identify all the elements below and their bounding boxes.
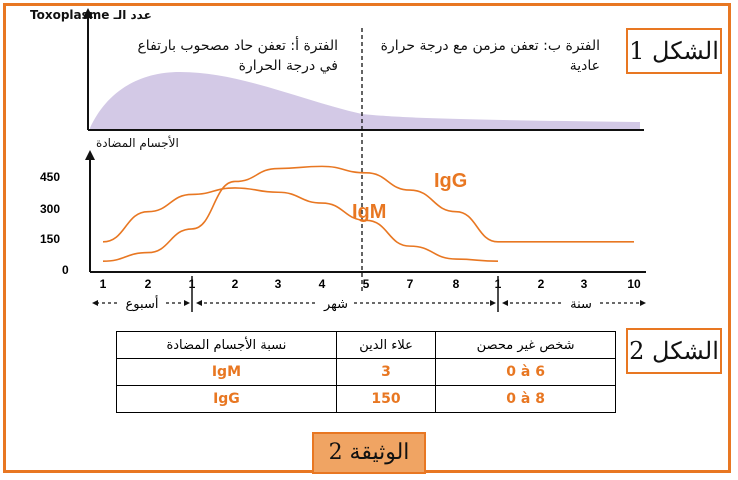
figure1-label: الشكل 1 (626, 28, 722, 74)
x-tick-label: 8 (453, 277, 460, 291)
period-arrowheads (92, 300, 646, 306)
x-tick-labels: 12123457812310 (100, 277, 641, 291)
x-tick-label: 5 (363, 277, 370, 291)
x-tick-label: 4 (319, 277, 326, 291)
unit-month: شهر (323, 297, 348, 312)
x-tick-label: 2 (145, 277, 152, 291)
table-row: IgM 3 0 à 6 (116, 358, 616, 386)
table-cell: 0 à 8 (435, 385, 616, 413)
igg-label: IgG (434, 170, 467, 192)
phase-a-text: الفترة أ: تعفن حاد مصحوب بارتفاع في درجة… (137, 38, 338, 74)
y-tick-150: 150 (40, 232, 60, 246)
graph2-y-arrow (85, 150, 95, 160)
y-tick-300: 300 (40, 202, 60, 216)
igm-label: IgM (352, 201, 386, 223)
table-header: شخص غير محصن (435, 331, 616, 359)
x-tick-label: 7 (407, 277, 414, 291)
antibody-table: نسبة الأجسام المضادة علاء الدين شخص غير … (116, 331, 616, 413)
graph1-y-arrow (83, 8, 93, 18)
graph1-y-label: Toxoplasme عدد الـ (30, 8, 152, 22)
igm-curve (102, 187, 499, 263)
y-tick-450: 450 (40, 170, 60, 184)
unit-year: سنة (570, 297, 592, 312)
table-cell: IgG (116, 385, 337, 413)
x-tick-label: 1 (100, 277, 107, 291)
unit-week: أسبوع (126, 295, 159, 312)
graph2-y-label: الأجسام المضادة (96, 136, 179, 150)
phase-b-text: الفترة ب: تعفن مزمن مع درجة حرارة عادية (380, 38, 600, 74)
x-tick-label: 2 (538, 277, 545, 291)
document-label: الوثيقة 2 (312, 432, 426, 474)
igg-curve (102, 165, 634, 263)
x-tick-label: 2 (232, 277, 239, 291)
figure2-label: الشكل 2 (626, 328, 722, 374)
table-cell: 150 (335, 385, 437, 413)
table-row: IgG 150 0 à 8 (116, 385, 616, 413)
x-tick-label: 3 (275, 277, 282, 291)
table-cell: 3 (335, 358, 437, 386)
x-tick-label: 10 (627, 277, 641, 291)
y-tick-0: 0 (62, 263, 69, 277)
table-cell: 0 à 6 (435, 358, 616, 386)
table-header: نسبة الأجسام المضادة (116, 331, 337, 359)
toxoplasma-count-area (90, 72, 640, 130)
table-cell: IgM (116, 358, 337, 386)
table-header: علاء الدين (335, 331, 437, 359)
table-header-row: نسبة الأجسام المضادة علاء الدين شخص غير … (116, 331, 616, 359)
x-tick-label: 3 (581, 277, 588, 291)
